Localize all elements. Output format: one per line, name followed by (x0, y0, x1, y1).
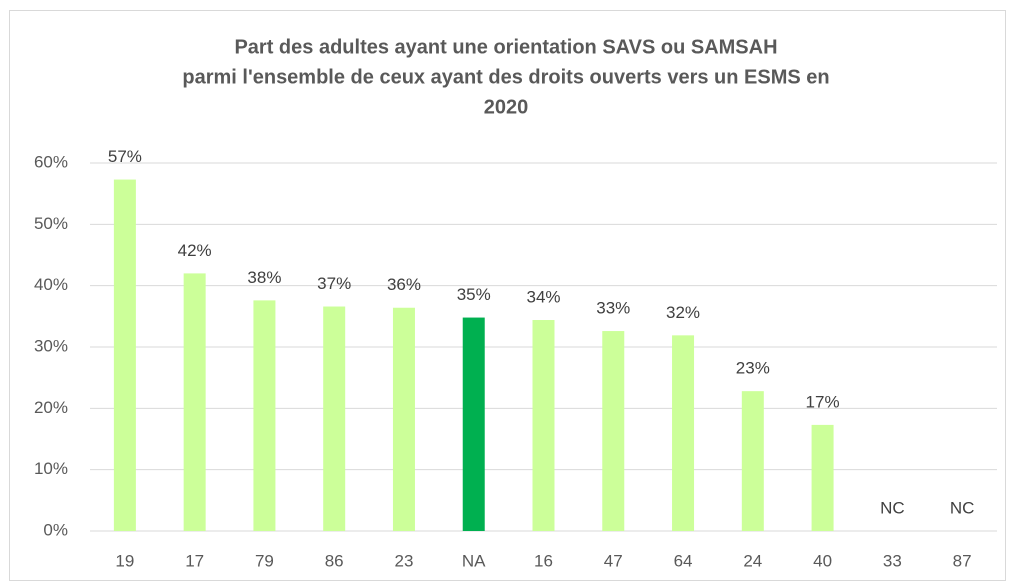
bar (113, 179, 136, 531)
y-tick-label: 20% (34, 398, 68, 417)
x-tick-label: NA (462, 551, 486, 570)
x-tick-label: 33 (883, 551, 902, 570)
y-tick-label: 40% (34, 275, 68, 294)
x-tick-label: 17 (185, 551, 204, 570)
data-label: 38% (247, 268, 281, 287)
bar (462, 317, 485, 531)
data-label: 32% (666, 303, 700, 322)
chart-title: parmi l'ensemble de ceux ayant des droit… (182, 66, 829, 88)
data-label: 42% (178, 241, 212, 260)
y-tick-label: 30% (34, 336, 68, 355)
data-label: 35% (457, 285, 491, 304)
data-label: 57% (108, 147, 142, 166)
bar (392, 307, 415, 531)
bar (602, 331, 625, 531)
bar (811, 424, 834, 531)
data-label: NC (950, 498, 975, 517)
y-tick-label: 0% (43, 520, 68, 539)
x-tick-label: 86 (325, 551, 344, 570)
data-label: 17% (806, 392, 840, 411)
x-tick-label: 23 (395, 551, 414, 570)
bar (532, 320, 555, 531)
x-tick-label: 24 (743, 551, 762, 570)
x-tick-label: 19 (115, 551, 134, 570)
chart-title: 2020 (484, 96, 529, 118)
data-label: 33% (596, 299, 630, 318)
bar (741, 391, 764, 531)
bar (323, 306, 346, 531)
data-label: 37% (317, 274, 351, 293)
chart-title: Part des adultes ayant une orientation S… (234, 36, 777, 58)
y-tick-label: 60% (34, 152, 68, 171)
bar (672, 335, 695, 531)
data-label: 36% (387, 275, 421, 294)
data-label: 23% (736, 359, 770, 378)
x-tick-label: 64 (674, 551, 693, 570)
bar (183, 273, 206, 531)
x-tick-label: 40 (813, 551, 832, 570)
y-tick-label: 10% (34, 459, 68, 478)
x-tick-label: 79 (255, 551, 274, 570)
bar (253, 300, 276, 531)
x-tick-label: 47 (604, 551, 623, 570)
data-label: 34% (526, 287, 560, 306)
data-label: NC (880, 498, 905, 517)
chart-border (9, 10, 1006, 581)
y-tick-label: 50% (34, 214, 68, 233)
x-tick-label: 16 (534, 551, 553, 570)
x-tick-label: 87 (953, 551, 972, 570)
